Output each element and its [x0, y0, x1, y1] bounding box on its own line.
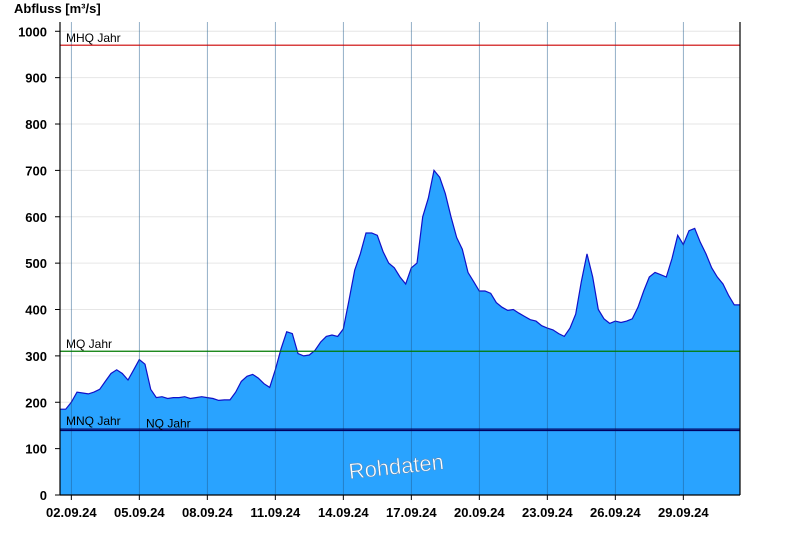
reference-line-label: MHQ Jahr	[66, 31, 121, 45]
y-tick-label: 1000	[18, 24, 47, 39]
x-tick-label: 29.09.24	[658, 505, 709, 520]
x-tick-label: 14.09.24	[318, 505, 369, 520]
y-tick-label: 900	[25, 71, 47, 86]
y-axis-ticks: 0 100 200 300 400 500 600 700 800 900 1000	[18, 24, 60, 503]
x-axis-ticks: 02.09.24 05.09.24 08.09.24 11.09.24 14.09.24…	[46, 495, 709, 520]
x-tick-label: 02.09.24	[46, 505, 97, 520]
y-tick-label: 700	[25, 163, 47, 178]
x-tick-label: 17.09.24	[386, 505, 437, 520]
x-tick-label: 08.09.24	[182, 505, 233, 520]
day-markers	[70, 22, 684, 495]
y-tick-label: 400	[25, 303, 47, 318]
y-tick-label: 300	[25, 349, 47, 364]
axes	[59, 22, 741, 496]
reference-line-label: MNQ Jahr	[66, 414, 121, 428]
y-tick-label: 0	[40, 488, 47, 503]
x-tick-label: 11.09.24	[250, 505, 301, 520]
watermark-text: Rohdaten	[347, 449, 445, 484]
y-tick-label: 600	[25, 210, 47, 225]
discharge-area	[60, 169, 740, 495]
reference-lines: MHQ Jahr MQ Jahr MNQ Jahr NQ Jahr	[60, 31, 740, 432]
discharge-line	[60, 169, 740, 410]
discharge-fill	[60, 170, 740, 495]
x-tick-label: 26.09.24	[590, 505, 641, 520]
y-tick-label: 800	[25, 117, 47, 132]
reference-line-label: MQ Jahr	[66, 337, 112, 351]
y-tick-label: 100	[25, 442, 47, 457]
x-tick-label: 23.09.24	[522, 505, 573, 520]
x-tick-label: 20.09.24	[454, 505, 505, 520]
y-tick-label: 500	[25, 256, 47, 271]
y-axis-label: Abfluss [m³/s]	[14, 1, 101, 16]
x-tick-label: 05.09.24	[114, 505, 165, 520]
y-tick-label: 200	[25, 395, 47, 410]
reference-line-label: NQ Jahr	[146, 417, 191, 431]
